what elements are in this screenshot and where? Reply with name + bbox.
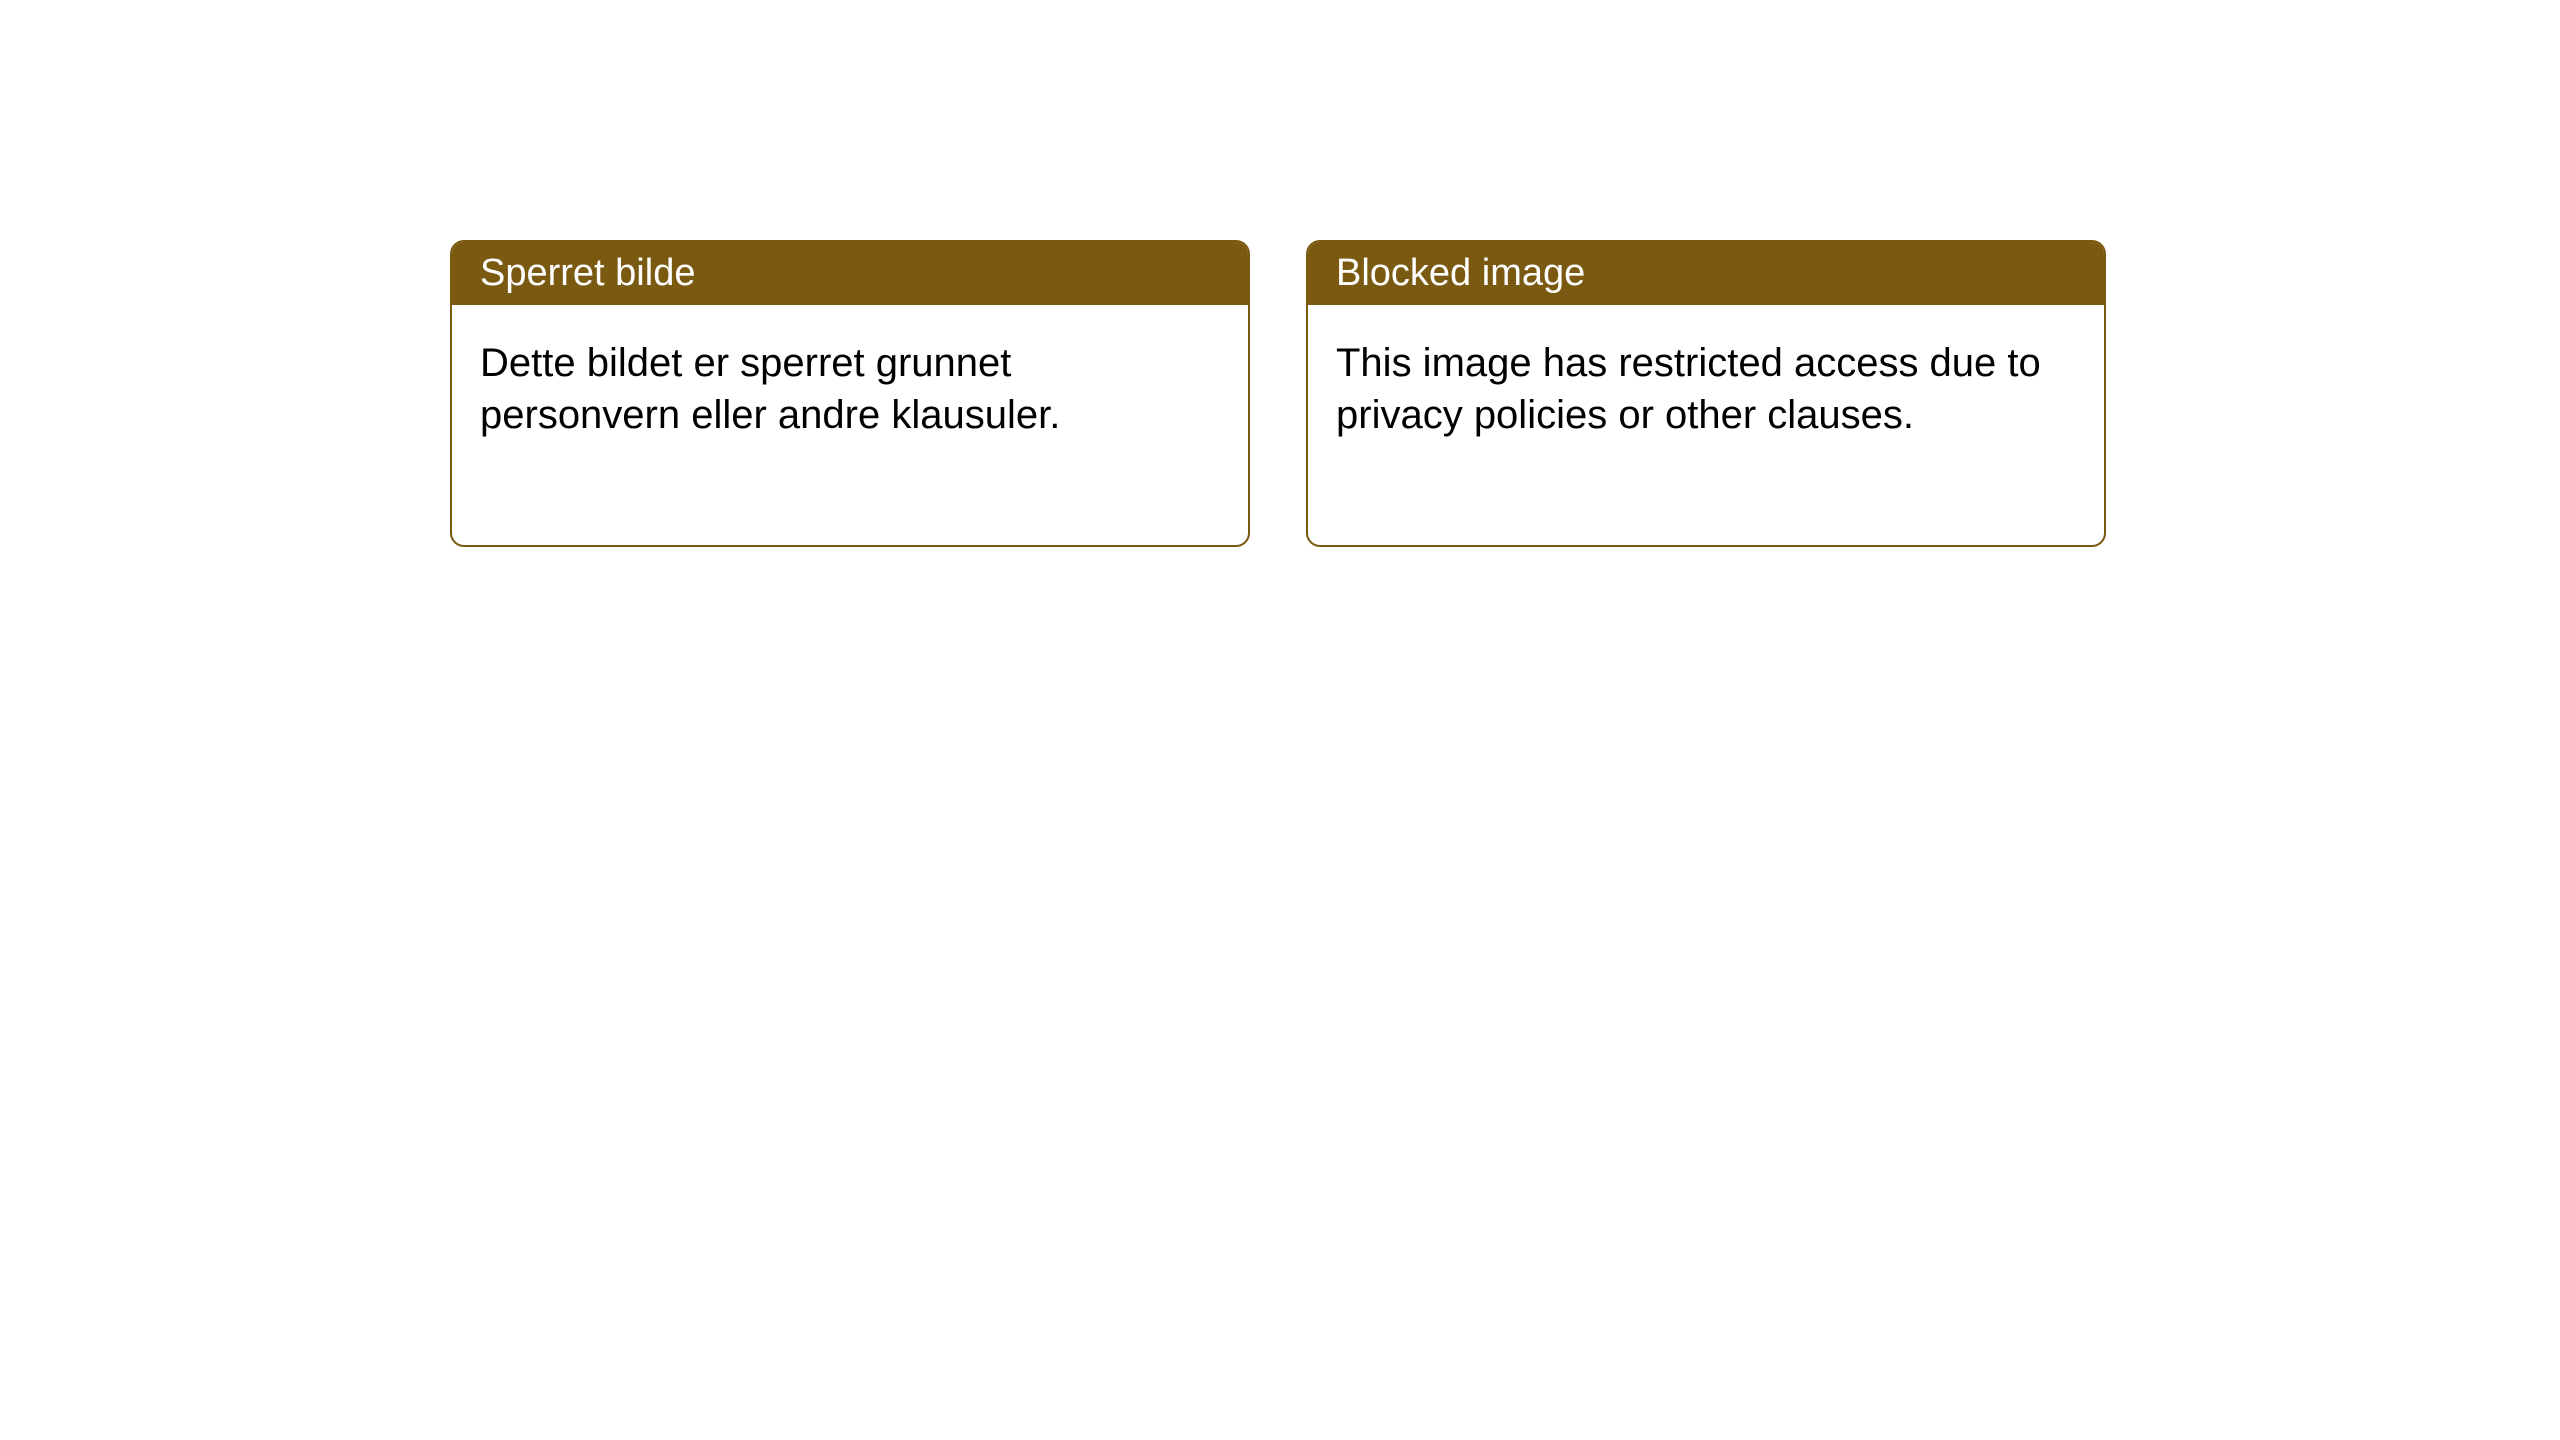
notice-title: Blocked image — [1336, 252, 1585, 294]
notice-header: Sperret bilde — [452, 242, 1248, 305]
notice-body: Dette bildet er sperret grunnet personve… — [452, 305, 1248, 545]
notice-title: Sperret bilde — [480, 252, 695, 294]
notice-body-text: Dette bildet er sperret grunnet personve… — [480, 341, 1060, 437]
notice-body-text: This image has restricted access due to … — [1336, 341, 2041, 437]
notice-header: Blocked image — [1308, 242, 2104, 305]
notice-body: This image has restricted access due to … — [1308, 305, 2104, 545]
notice-card-norwegian: Sperret bilde Dette bildet er sperret gr… — [450, 240, 1250, 547]
notice-card-english: Blocked image This image has restricted … — [1306, 240, 2106, 547]
notice-container: Sperret bilde Dette bildet er sperret gr… — [450, 240, 2106, 547]
